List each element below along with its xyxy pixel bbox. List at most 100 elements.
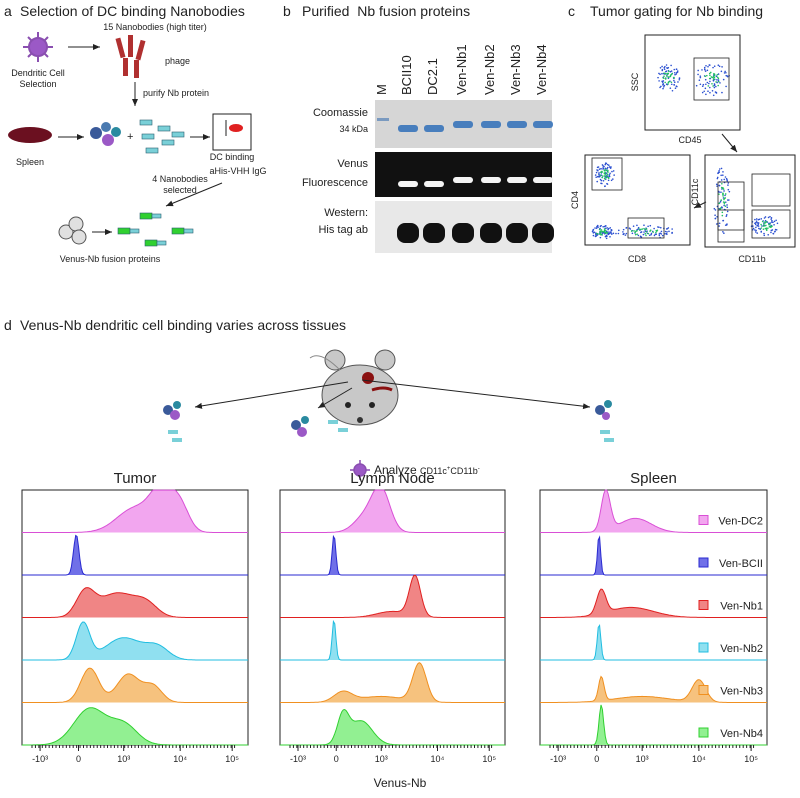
histogram-area bbox=[22, 587, 248, 618]
dot bbox=[718, 222, 721, 225]
dot bbox=[712, 94, 715, 97]
dot bbox=[697, 73, 699, 76]
arrow bbox=[721, 133, 738, 153]
marker: CD11c bbox=[420, 466, 447, 476]
dot bbox=[769, 223, 771, 226]
dot bbox=[714, 91, 717, 93]
dot bbox=[698, 79, 701, 82]
dot bbox=[612, 178, 614, 180]
dot bbox=[601, 170, 603, 173]
dot bbox=[671, 89, 674, 92]
dot bbox=[669, 70, 672, 73]
dot bbox=[699, 76, 702, 79]
legend-label: Ven-Nb1 bbox=[720, 601, 763, 613]
dot bbox=[606, 182, 608, 185]
western-band bbox=[452, 223, 474, 243]
dot bbox=[612, 170, 615, 172]
label: DC binding bbox=[210, 152, 255, 162]
dot bbox=[634, 233, 637, 236]
dot bbox=[718, 169, 720, 172]
arrow bbox=[317, 387, 353, 409]
x-tick-label: -10³ bbox=[550, 754, 566, 764]
dot bbox=[699, 83, 702, 86]
dot bbox=[754, 223, 757, 226]
dot bbox=[717, 171, 720, 174]
dot bbox=[608, 175, 611, 178]
x-tick-label: 10³ bbox=[375, 754, 388, 764]
dot bbox=[719, 200, 722, 203]
histogram-area bbox=[540, 537, 767, 575]
dot bbox=[763, 217, 766, 219]
dot bbox=[606, 227, 609, 229]
dot bbox=[769, 215, 771, 218]
dot bbox=[704, 70, 707, 72]
dot bbox=[723, 204, 725, 207]
dot bbox=[722, 193, 724, 196]
dot bbox=[637, 226, 640, 229]
dot bbox=[664, 81, 666, 84]
dot bbox=[705, 83, 707, 86]
dot bbox=[623, 232, 625, 235]
dot bbox=[701, 91, 704, 94]
dot bbox=[649, 224, 652, 227]
cells-icon bbox=[595, 400, 614, 442]
dot bbox=[713, 65, 716, 68]
dot bbox=[591, 230, 594, 233]
dot bbox=[653, 227, 655, 230]
dot bbox=[713, 78, 715, 81]
label: 15 Nanobodies (high titer) bbox=[103, 22, 207, 32]
dot bbox=[677, 81, 679, 83]
dot bbox=[717, 73, 720, 75]
dot bbox=[767, 227, 769, 229]
coomassie-band bbox=[398, 125, 418, 132]
dot bbox=[603, 175, 606, 177]
dot bbox=[701, 69, 703, 71]
dot bbox=[724, 197, 727, 199]
dot bbox=[605, 174, 607, 176]
coomassie-band bbox=[533, 121, 553, 128]
gate bbox=[627, 217, 665, 239]
fluorescence-band bbox=[398, 181, 418, 187]
x-tick-label: 0 bbox=[594, 754, 599, 764]
histogram-line bbox=[280, 489, 505, 533]
dot bbox=[640, 231, 643, 233]
dot bbox=[671, 231, 673, 234]
x-tick-label: -10³ bbox=[32, 754, 48, 764]
dot bbox=[771, 221, 773, 223]
dot bbox=[674, 87, 677, 90]
cells-icon bbox=[90, 122, 121, 146]
dot bbox=[718, 168, 721, 170]
dot bbox=[709, 74, 711, 77]
dot bbox=[709, 71, 712, 74]
dot bbox=[668, 80, 670, 83]
dot bbox=[703, 66, 706, 69]
dot bbox=[761, 225, 763, 227]
gate bbox=[751, 209, 791, 239]
dot bbox=[636, 233, 638, 235]
histogram-area bbox=[22, 535, 248, 575]
dot bbox=[666, 67, 669, 70]
x-tick-label: 10³ bbox=[636, 754, 649, 764]
dot bbox=[610, 232, 612, 234]
dot bbox=[665, 75, 668, 77]
dot bbox=[600, 168, 602, 170]
dot bbox=[592, 229, 594, 231]
dot bbox=[599, 174, 602, 177]
dot bbox=[599, 236, 602, 239]
dot bbox=[594, 174, 597, 176]
histogram-panel: Tumor -10³ 0 10³ 10⁴ 10⁵ bbox=[21, 470, 249, 764]
dot bbox=[663, 72, 666, 74]
dot bbox=[659, 226, 662, 229]
dot bbox=[655, 231, 657, 234]
dot bbox=[765, 224, 767, 227]
dendritic-cell-icon bbox=[23, 32, 53, 62]
dot bbox=[721, 182, 723, 185]
legend-swatch bbox=[698, 515, 709, 525]
dot bbox=[707, 85, 710, 87]
dot bbox=[722, 171, 724, 173]
dot bbox=[598, 233, 601, 235]
dot bbox=[598, 173, 600, 175]
dot bbox=[610, 229, 613, 231]
legend-label: Ven-Nb3 bbox=[720, 686, 763, 698]
dot bbox=[608, 166, 611, 168]
